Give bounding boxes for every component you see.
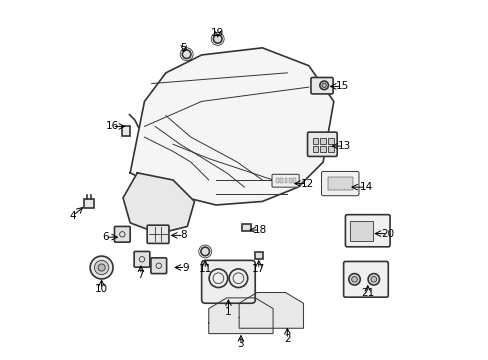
Circle shape	[370, 276, 376, 282]
Ellipse shape	[201, 247, 209, 256]
Ellipse shape	[182, 50, 191, 59]
FancyBboxPatch shape	[343, 261, 387, 297]
FancyBboxPatch shape	[321, 171, 358, 196]
Text: 17: 17	[252, 264, 265, 274]
Text: 11: 11	[198, 264, 211, 274]
Polygon shape	[123, 173, 194, 234]
Bar	[312, 147, 318, 152]
Bar	[275, 178, 278, 183]
Bar	[349, 221, 372, 240]
Bar	[320, 147, 325, 152]
Ellipse shape	[213, 35, 222, 43]
Bar	[280, 178, 283, 183]
Circle shape	[98, 264, 105, 271]
Circle shape	[94, 260, 108, 275]
Text: 12: 12	[300, 179, 313, 189]
Bar	[122, 126, 130, 136]
Bar	[242, 224, 250, 231]
FancyBboxPatch shape	[134, 251, 149, 267]
Bar	[327, 138, 333, 144]
Bar	[83, 199, 94, 207]
Circle shape	[351, 276, 357, 282]
Text: 18: 18	[253, 225, 266, 235]
Circle shape	[90, 256, 113, 279]
Text: 6: 6	[102, 232, 108, 242]
Text: 16: 16	[105, 121, 119, 131]
Bar	[320, 138, 325, 144]
Text: 8: 8	[180, 230, 187, 240]
Polygon shape	[208, 298, 272, 334]
Text: 14: 14	[359, 182, 372, 192]
Text: 15: 15	[335, 81, 348, 91]
Circle shape	[348, 274, 360, 285]
Circle shape	[322, 83, 325, 87]
Text: 2: 2	[284, 334, 290, 344]
Text: 3: 3	[237, 339, 244, 349]
FancyBboxPatch shape	[345, 215, 389, 247]
Circle shape	[319, 81, 328, 90]
Bar	[284, 178, 287, 183]
Bar	[312, 138, 318, 144]
FancyBboxPatch shape	[310, 77, 332, 94]
Text: 1: 1	[224, 307, 231, 317]
FancyBboxPatch shape	[151, 258, 166, 274]
FancyBboxPatch shape	[114, 226, 130, 242]
Text: 21: 21	[360, 288, 374, 297]
Text: 9: 9	[182, 262, 188, 273]
Text: 10: 10	[95, 284, 108, 294]
Polygon shape	[130, 48, 333, 205]
FancyBboxPatch shape	[271, 174, 299, 187]
Text: 5: 5	[180, 43, 187, 53]
Text: 20: 20	[380, 229, 393, 239]
Circle shape	[367, 274, 379, 285]
Bar	[327, 177, 352, 190]
Bar	[254, 252, 263, 259]
Text: 4: 4	[70, 211, 76, 221]
Bar	[288, 178, 291, 183]
Bar	[327, 147, 333, 152]
FancyBboxPatch shape	[147, 225, 168, 243]
Text: 13: 13	[337, 141, 350, 151]
Bar	[292, 178, 295, 183]
Polygon shape	[239, 293, 303, 328]
FancyBboxPatch shape	[201, 260, 255, 303]
FancyBboxPatch shape	[307, 132, 337, 157]
Text: 7: 7	[137, 270, 144, 280]
Text: 19: 19	[211, 28, 224, 38]
